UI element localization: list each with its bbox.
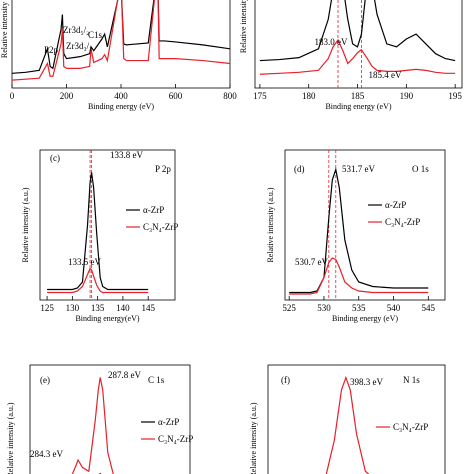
annotation: 185.4 eV	[369, 70, 402, 80]
panel-label: (f)	[281, 375, 290, 385]
y-axis-label: Relative intensity (a.u.)	[21, 187, 30, 262]
panel: 175 180 185 190 195 Binding energy (eV) Relati…	[239, 0, 462, 111]
legend-label: C₃N₄-ZrP	[393, 422, 428, 432]
annotation: 287.8 eV	[108, 370, 141, 380]
annotation: 133.5 eV	[68, 257, 101, 267]
y-axis-label: Relative intensity (a.u.)	[6, 402, 15, 474]
series-line	[259, 38, 456, 75]
x-tick-label: 600	[169, 91, 183, 101]
x-tick-label: 140	[116, 303, 130, 313]
legend-label: α-ZrP	[385, 200, 406, 210]
x-tick-label: 130	[66, 303, 80, 313]
panel: Relative intensity (a.u.) 287.8 eV 284.3 e…	[6, 364, 193, 474]
series-line	[47, 172, 149, 291]
annotation: 183.0 eV	[315, 37, 348, 47]
panel: 525 530 535 540 545 Binding energy (eV) Relati…	[266, 149, 446, 323]
series-line	[289, 167, 429, 294]
panel-title: N 1s	[403, 375, 420, 385]
panel-label: (d)	[294, 164, 305, 174]
annotation: P2p	[44, 45, 59, 55]
x-axis-label: Binding energy (eV)	[325, 102, 391, 111]
x-tick-label: 145	[141, 303, 155, 313]
plot-frame	[29, 364, 191, 474]
series-line	[259, 0, 456, 62]
x-axis-label: Binding energy (eV)	[332, 314, 398, 323]
legend-label: C₃N₄-ZrP	[158, 434, 193, 444]
panel-title: C 1s	[148, 375, 165, 385]
annotation: 284.3 eV	[30, 449, 63, 459]
x-axis-label: Binding energy (eV)	[88, 102, 154, 111]
series-line	[71, 377, 114, 474]
x-tick-label: 180	[302, 91, 316, 101]
series-line	[12, 0, 230, 81]
annotation: 133.8 eV	[110, 150, 143, 160]
x-tick-label: 195	[448, 91, 462, 101]
panel-label: (e)	[40, 375, 50, 385]
y-axis-label: Relative intensity	[0, 2, 9, 58]
annotation: Zr3d₅/₂	[63, 25, 89, 35]
x-tick-label: 190	[400, 91, 414, 101]
x-tick-label: 135	[91, 303, 105, 313]
legend-label: α-ZrP	[158, 417, 179, 427]
x-tick-label: 125	[40, 303, 54, 313]
x-tick-label: 535	[352, 303, 366, 313]
legend-label: C₃N₄-ZrP	[143, 222, 178, 232]
plot-frame	[39, 149, 176, 301]
x-tick-label: 540	[387, 303, 401, 313]
plot-area	[325, 375, 370, 474]
panel-label: (c)	[50, 153, 60, 163]
plot-area	[47, 172, 149, 294]
plot-frame	[254, 0, 463, 89]
x-axis-label: Binding energy(eV)	[75, 314, 139, 323]
panel-title: O 1s	[412, 164, 429, 174]
series-line	[289, 257, 429, 295]
annotation: Zr3d₃/₂	[66, 41, 92, 51]
series-line	[12, 0, 230, 74]
annotation: C1s	[88, 30, 103, 40]
plot-area	[71, 377, 114, 474]
annotation: 398.3 eV	[350, 377, 383, 387]
x-tick-label: 185	[351, 91, 365, 101]
x-tick-label: 0	[10, 91, 15, 101]
plot-frame	[267, 364, 446, 474]
annotation: 531.7 eV	[342, 164, 375, 174]
x-tick-label: 400	[114, 91, 128, 101]
annotation: 530.7 eV	[295, 257, 328, 267]
panel-title: P 2p	[155, 164, 171, 174]
series-line	[47, 267, 149, 294]
x-tick-label: 530	[317, 303, 331, 313]
y-axis-label: Relative intensity (a.u.)	[266, 187, 275, 262]
y-axis-label: Relative intensity (a.u.)	[249, 402, 258, 474]
panel: 0 200 400 600 800 Binding energy (eV) Relative…	[0, 0, 237, 111]
x-tick-label: 525	[282, 303, 296, 313]
plot-frame	[284, 149, 446, 301]
panel: Relative intensity (a.u.) 398.3 eV (f) N 1s…	[249, 364, 446, 474]
y-axis-label: Relative intensity	[239, 0, 248, 53]
x-tick-label: 175	[253, 91, 267, 101]
x-tick-label: 545	[422, 303, 436, 313]
x-tick-label: 800	[223, 91, 237, 101]
legend-label: α-ZrP	[143, 205, 164, 215]
series-line	[325, 375, 370, 474]
x-tick-label: 200	[60, 91, 74, 101]
plot-area	[12, 0, 230, 81]
plot-area	[289, 167, 429, 295]
plot-area	[259, 0, 456, 75]
legend-label: C₃N₄-ZrP	[385, 217, 420, 227]
